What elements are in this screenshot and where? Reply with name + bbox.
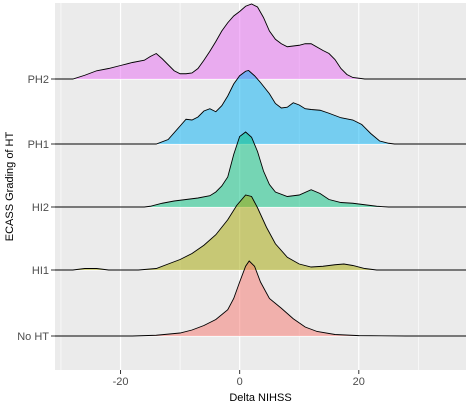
y-axis-title: ECASS Grading of HT [4, 132, 16, 242]
ridge-ph1 [55, 70, 466, 145]
ridge-outline [55, 70, 466, 145]
ridge-ph2 [55, 3, 466, 80]
x-axis-ticks: -20 0 20 [113, 370, 365, 388]
y-tick-label: PH2 [28, 74, 49, 86]
ridge-outline [55, 3, 466, 80]
ridge-area [55, 261, 466, 336]
x-tick-label: -20 [113, 376, 129, 388]
ridge-area [55, 195, 466, 270]
ridge-hi1 [55, 194, 466, 271]
ridge-area [55, 4, 466, 79]
ridge-area [55, 70, 466, 144]
ridge-outline [55, 131, 466, 208]
ridge-area [55, 132, 466, 207]
x-axis-title: Delta NIHSS [229, 392, 291, 404]
ridge-outline [55, 194, 466, 271]
density-ridges [55, 3, 466, 337]
x-tick-label: 20 [353, 376, 365, 388]
ridge-hi2 [55, 131, 466, 208]
ridge-outline [55, 260, 466, 337]
y-tick-label: No HT [17, 331, 49, 343]
y-tick-label: HI1 [32, 265, 49, 277]
y-tick-label: HI2 [32, 202, 49, 214]
x-tick-label: 0 [237, 376, 243, 388]
y-axis-ticks: No HT HI1 HI2 PH1 PH2 [17, 74, 55, 343]
y-tick-label: PH1 [28, 139, 49, 151]
ridge-no-ht [55, 260, 466, 337]
